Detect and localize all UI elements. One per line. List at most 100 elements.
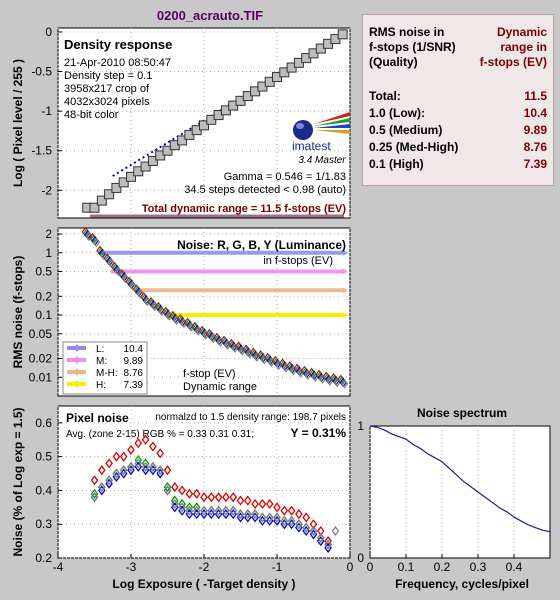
noise-marker-y <box>216 336 225 347</box>
pixel-noise-marker-y <box>273 512 281 523</box>
pixel-noise-marker-g <box>163 481 172 493</box>
density-ytick-label: -0.5 <box>31 65 52 79</box>
summary-header-right-line: range in <box>500 40 547 54</box>
density-info-line-3: 3958x217 crop of <box>64 83 150 95</box>
pixel-noise-marker-r <box>273 502 281 513</box>
spectrum-xtick-label: 0.3 <box>470 560 487 574</box>
legend-marker <box>74 356 80 364</box>
pixel-noise-marker-y <box>170 498 179 510</box>
summary-header-right-line: Dynamic <box>496 25 547 39</box>
summary-row-total: Total: 11.5 <box>369 89 547 105</box>
pixel-noise-xtick-label: -4 <box>53 560 64 574</box>
pixel-noise-marker-r <box>185 488 194 499</box>
pixel-noise-marker-r <box>316 525 325 537</box>
noise-legend: L: 10.4 M: 9.89 M-H: 8.76 H: 7.39 <box>62 341 148 395</box>
pixel-noise-ytick-label: 0.6 <box>35 416 52 430</box>
density-ytick-label: 0 <box>45 25 52 39</box>
legend-value: 10.4 <box>124 344 144 355</box>
spectrum-xtick-label: 0.4 <box>506 560 523 574</box>
spectrum-title: Noise spectrum <box>417 406 507 420</box>
noise-title: Noise: R, G, B, Y (Luminance) <box>177 238 346 252</box>
noise-marker-y <box>282 362 290 373</box>
density-step-marker <box>199 120 209 131</box>
pixel-noise-marker-g <box>134 454 143 466</box>
pixel-noise-xtick-label: 0 <box>347 560 354 574</box>
noise-marker-y <box>85 231 93 242</box>
summary-header-right-line: f-stops (EV) <box>479 55 547 69</box>
total-range-line: Total dynamic range = 11.5 f-stops (EV) <box>142 203 347 215</box>
pixel-noise-marker-y <box>243 509 252 520</box>
pixel-noise-marker-g <box>192 502 201 513</box>
pixel-noise-ytick-label: 0.5 <box>35 450 52 464</box>
noise-ytick-label: 0.5 <box>35 265 52 279</box>
pixel-noise-marker-y <box>127 461 135 472</box>
summary-row-value: 8.76 <box>523 140 547 154</box>
density-info-line-4: 4032x3024 pixels <box>64 96 150 108</box>
pixel-noise-marker-g <box>170 495 179 506</box>
spectrum-xtick-label: 0 <box>367 560 374 574</box>
pixel-noise-marker-g <box>90 488 99 499</box>
pixel-noise-marker-y <box>156 465 165 476</box>
logo-text: imatest <box>292 139 331 153</box>
pixel-noise-marker-r <box>134 438 143 449</box>
pixel-noise-marker-y <box>141 461 150 472</box>
summary-row-value: 9.89 <box>523 123 547 137</box>
steps-line: 34.5 steps detected < 0.98 (auto) <box>184 184 346 196</box>
density-step-marker <box>118 177 129 188</box>
density-step-marker <box>104 189 115 200</box>
pixel-noise-ytick-label: 0.4 <box>35 483 52 497</box>
noise-marker-y <box>99 249 108 260</box>
pixel-noise-marker-y <box>324 539 332 550</box>
pixel-noise-marker-r <box>207 492 216 503</box>
pixel-noise-marker-r <box>200 492 208 503</box>
summary-header-left: RMS noise in f-stops (1/SNR) (Quality) <box>369 25 456 70</box>
density-step-marker <box>140 161 151 172</box>
pixel-noise-marker-y <box>149 461 157 472</box>
pixel-noise-ylabel: Noise (% of Log exp = 1.5) <box>11 407 25 556</box>
file-title: 0200_acrauto.TIF <box>157 8 263 23</box>
summary-row-label: 1.0 (Low): <box>369 106 425 120</box>
spectrum-ytick-label: 1 <box>357 419 364 433</box>
pixel-noise-xtick-label: -3 <box>126 560 137 574</box>
dynamic-range-summary: RMS noise in f-stops (1/SNR) (Quality) D… <box>362 14 554 186</box>
pixel-noise-marker-y <box>265 512 274 523</box>
noise-ylabel: RMS noise (f-stops) <box>11 256 25 369</box>
summary-row-value: 11.5 <box>524 89 547 103</box>
pixel-noise-marker-y <box>134 458 143 469</box>
legend-note-dynamic-range: Dynamic range <box>183 381 257 393</box>
density-step-marker <box>89 202 100 213</box>
logo-subtitle: 3.4 Master <box>298 155 346 166</box>
density-step-marker <box>96 195 107 206</box>
pixel-noise-marker-r <box>156 448 165 459</box>
summary-row-medium: 0.5 (Medium) 9.89 <box>369 123 547 139</box>
noise-ytick-label: 2 <box>45 227 52 241</box>
pixel-noise-marker-y <box>90 492 99 503</box>
noise-marker-y <box>340 378 349 389</box>
pixel-noise-marker-r <box>287 505 296 516</box>
density-step-marker <box>337 29 348 40</box>
pixel-noise-marker-y <box>229 505 238 516</box>
noise-marker-y <box>172 314 181 325</box>
spectrum-xlabel: Frequency, cycles/pixel <box>395 577 529 591</box>
summary-header-left-line: f-stops (1/SNR) <box>369 40 456 54</box>
noise-marker-y <box>223 339 232 350</box>
pixel-noise-marker-r <box>251 498 259 510</box>
pixel-noise-xlabel: Log Exposure ( -Target density ) <box>112 577 295 591</box>
noise-subtitle: in f-stops (EV) <box>263 255 333 267</box>
noise-spectrum-plot-area <box>369 425 551 559</box>
pixel-noise-xtick-label: -2 <box>199 560 210 574</box>
pixel-noise-marker-g <box>141 458 150 469</box>
pixel-noise-marker-y <box>316 532 325 543</box>
gamma-line: Gamma = 0.546 = 1/1.83 <box>224 171 346 183</box>
summary-row-label: 0.5 (Medium) <box>369 123 443 137</box>
pixel-noise-marker-r <box>258 498 267 510</box>
pixel-noise-marker-r <box>178 485 186 496</box>
legend-marker <box>74 344 80 352</box>
pixel-noise-y-value: Y = 0.31% <box>291 426 347 440</box>
pixel-noise-marker-y <box>295 519 303 530</box>
noise-band-med-high-arrow <box>343 287 348 294</box>
spectrum-ytick-label: 0 <box>357 551 364 565</box>
density-step-marker <box>162 145 173 156</box>
summary-row-low: 1.0 (Low): 10.4 <box>369 106 547 122</box>
noise-marker-y <box>245 348 254 359</box>
